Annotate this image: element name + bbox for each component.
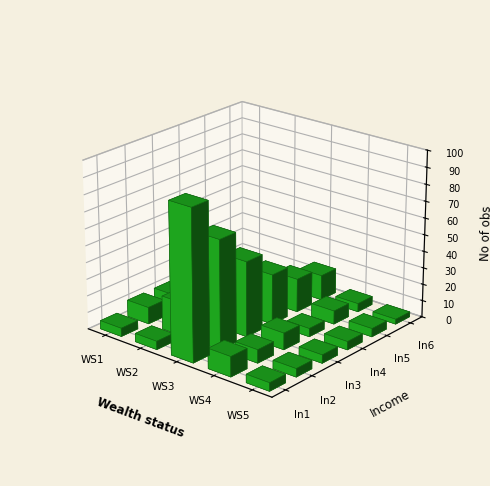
X-axis label: Wealth status: Wealth status — [95, 395, 186, 440]
Y-axis label: Income: Income — [368, 388, 412, 420]
